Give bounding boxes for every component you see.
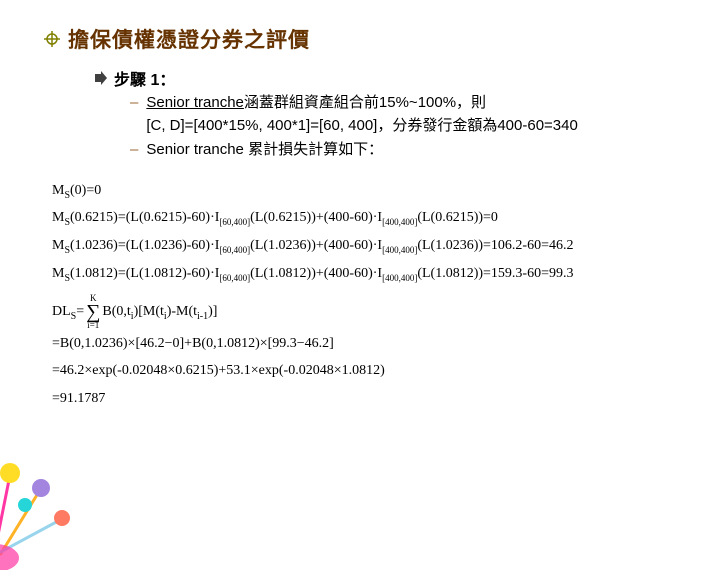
bullet-1-line2: [C, D]=[400*15%, 400*1]=[60, 400]，分券發行金額… (146, 117, 578, 134)
arrow-right-icon (94, 71, 108, 85)
formula-block: MS(0)=0 MS(0.6215)=(L(0.6215)-60)·I[60,4… (0, 178, 720, 413)
formula-result: =91.1787 (52, 386, 720, 413)
formula-ms10236: MS(1.0236)=(L(1.0236)-60)·I[60,400](L(1.… (52, 233, 720, 260)
list-item: – Senior tranche 累計損失計算如下： (130, 139, 700, 162)
formula-step2: =46.2×exp(-0.02048×0.6215)+53.1×exp(-0.0… (52, 358, 720, 385)
formula-ms10812: MS(1.0812)=(L(1.0812)-60)·I[60,400](L(1.… (52, 261, 720, 288)
crosshair-icon (44, 31, 60, 47)
dash-icon: – (130, 92, 138, 137)
step-row: 步驟 1： (0, 66, 720, 90)
formula-dls: DLS=K∑i=1B(0,ti)[M(ti)-M(ti-1)] (52, 294, 720, 330)
bullet-1-underline: Senior tranche (146, 94, 244, 111)
formula-ms0: MS(0)=0 (52, 178, 720, 205)
bullet-1-rest: 涵蓋群組資產組合前15%~100%，則 (244, 94, 486, 111)
formula-step1: =B(0,1.0236)×[46.2−0]+B(0,1.0812)×[99.3−… (52, 331, 720, 358)
dash-icon: – (130, 139, 138, 162)
formula-ms06215: MS(0.6215)=(L(0.6215)-60)·I[60,400](L(0.… (52, 205, 720, 232)
step-label: 步驟 1： (114, 66, 175, 90)
list-item: – Senior tranche涵蓋群組資產組合前15%~100%，則 [C, … (130, 92, 700, 137)
title-row: 擔保債權憑證分券之評價 (0, 0, 720, 62)
bullet-2: Senior tranche 累計損失計算如下： (146, 139, 700, 162)
page-title: 擔保債權憑證分券之評價 (68, 24, 310, 54)
bullet-list: – Senior tranche涵蓋群組資產組合前15%~100%，則 [C, … (0, 92, 720, 162)
